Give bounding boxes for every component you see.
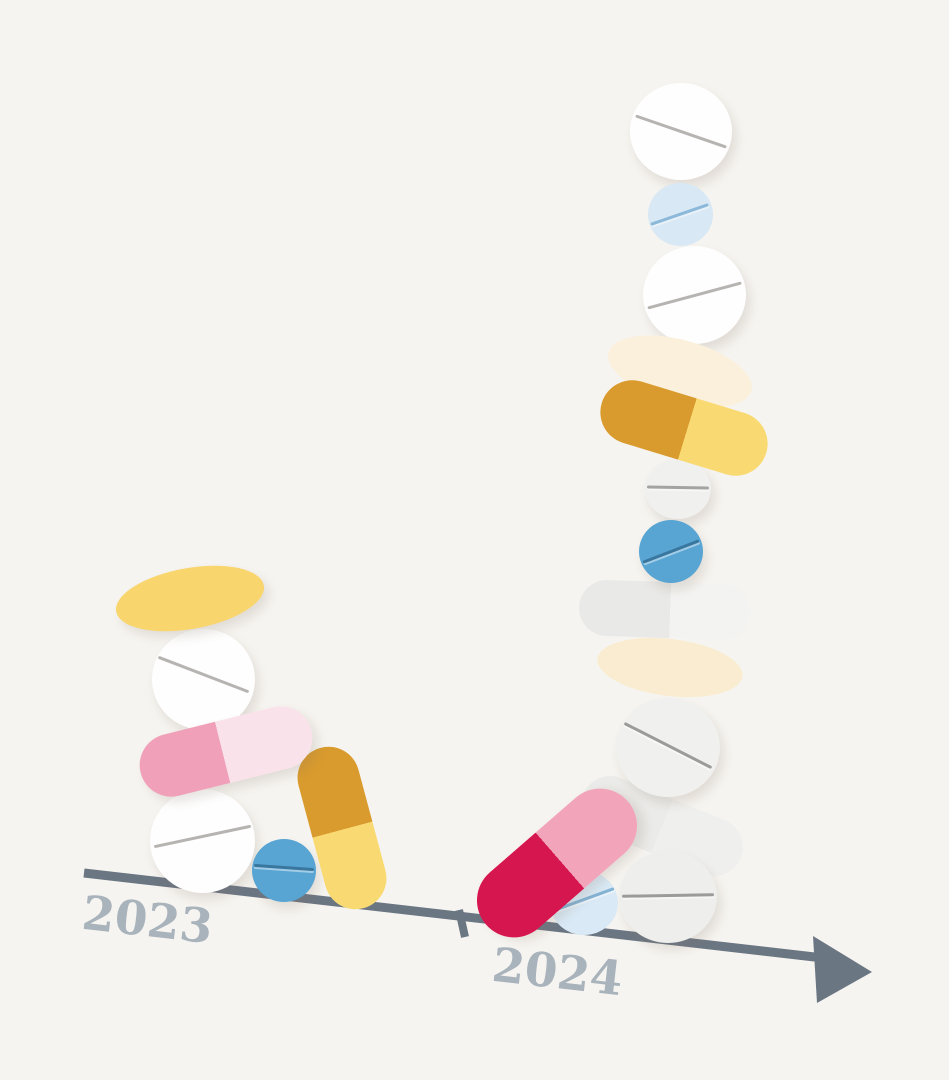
pill-2024-red-capsule [461,773,653,953]
pill-2024-gray-round-large-score-line [623,721,713,769]
pill-2023-yellow-oval [110,554,270,642]
pill-2023-white-round-upper [151,628,255,730]
pill-2023-blue-round-score-line [253,863,315,871]
pill-2024-gray-round-bottom-score-line [621,892,715,898]
pill-2024-gray-capsule [578,579,752,641]
pill-2024-blue-round [639,519,703,583]
pill-2024-cream-oval-lower [594,629,746,705]
pill-2024-white-round-1-score-line [635,113,727,149]
pill-2024-white-round-2-score-line [646,281,742,309]
pill-2024-lightblue-round-score-line [650,202,710,226]
pill-2024-white-round-2 [642,246,746,344]
pill-2023-white-round-lower-score-line [153,824,251,848]
pill-2024-blue-round-score-line [642,538,700,564]
pill-2023-white-round-lower [149,789,255,893]
axis-tick-2024 [455,909,469,938]
pill-2024-white-round-1 [630,82,732,180]
axis-arrowhead [813,936,872,1003]
pill-2024-lightblue-round [647,182,713,246]
pill-2024-gray-round-large [616,697,720,797]
pill-2023-blue-round [252,838,316,902]
pill-2024-gray-round-bottom [619,851,717,943]
pill-2024-gray-round-small [645,459,711,519]
pill-2024-gray-round-small-score-line [646,484,710,490]
pill-2023-white-round-upper-score-line [157,655,249,693]
